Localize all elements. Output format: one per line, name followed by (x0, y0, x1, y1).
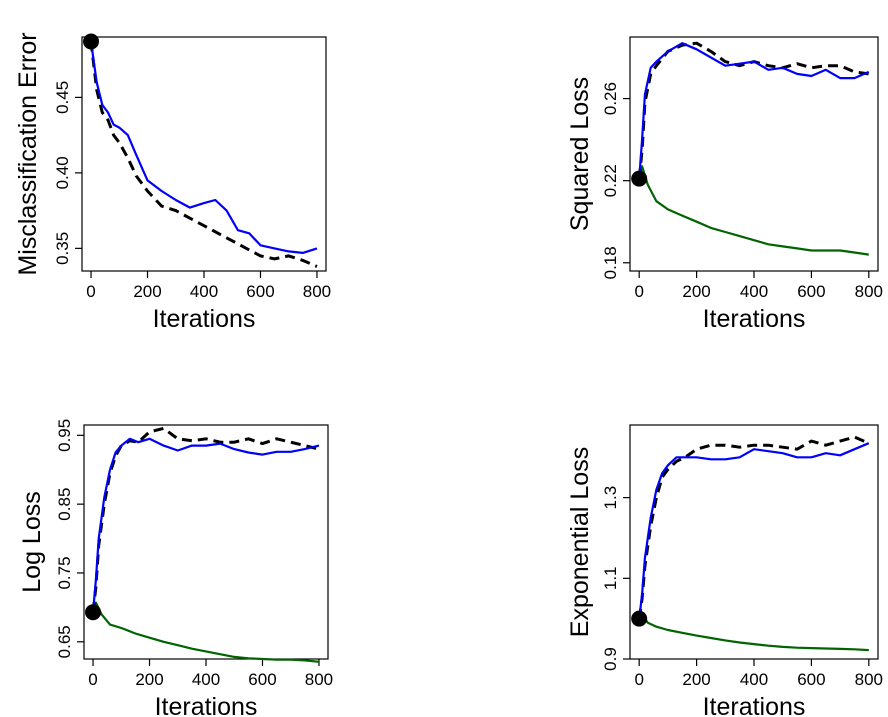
y-tick-label: 1.3 (601, 486, 620, 510)
series-line-dashed (89, 41, 318, 268)
panel-top-right-frame (629, 36, 879, 272)
x-tick-label: 600 (248, 670, 276, 689)
y-tick-label: 0.75 (55, 556, 74, 589)
panel-bottom-left: 0 200 400 600 800 0.65 0.75 0.85 0.95 Iterations L… (18, 419, 333, 717)
series-line (91, 601, 320, 663)
x-tick-label: 800 (855, 670, 883, 689)
y-axis-title: Log Loss (18, 491, 46, 592)
x-tick-label: 600 (246, 282, 274, 301)
y-axis-title: Squared Loss (566, 77, 594, 231)
start-point-marker (83, 33, 100, 50)
x-tick-label: 800 (305, 670, 333, 689)
y-tick-label: 1.1 (601, 566, 620, 590)
y-tick-label: 0.45 (53, 81, 72, 114)
x-axis-title: Iterations (703, 693, 806, 717)
series-line (91, 437, 320, 613)
x-tick-label: 800 (303, 282, 331, 301)
start-point-marker (85, 604, 102, 621)
x-axis-title: Iterations (155, 693, 258, 717)
x-tick-label: 0 (634, 670, 643, 689)
y-tick-label: 0.18 (601, 246, 620, 279)
series-line (638, 442, 870, 619)
x-axis-title: Iterations (703, 305, 806, 333)
x-tick-label: 200 (133, 282, 161, 301)
x-tick-label: 0 (86, 282, 95, 301)
series-line (89, 41, 318, 254)
x-tick-label: 0 (88, 670, 97, 689)
start-point-marker (631, 610, 648, 627)
y-tick-label: 0.95 (55, 419, 74, 452)
y-tick-label: 0.40 (53, 156, 72, 189)
series-line (638, 613, 869, 652)
panel-bottom-right: 0 200 400 600 800 0.9 1.1 1.3 Iterations Exponent… (566, 424, 883, 717)
panel-top-left: 0 200 400 600 800 0.35 0.40 0.45 Iterations Miscl… (14, 32, 331, 333)
y-tick-label: 0.35 (53, 232, 72, 265)
panel-bottom-left-frame (83, 424, 329, 660)
x-tick-label: 600 (797, 282, 825, 301)
x-tick-label: 800 (855, 282, 883, 301)
x-tick-label: 200 (135, 670, 163, 689)
start-point-marker (631, 170, 648, 187)
y-tick-label: 0.65 (55, 625, 74, 658)
x-tick-label: 600 (797, 670, 825, 689)
series-line (638, 42, 870, 179)
x-tick-label: 400 (192, 670, 220, 689)
panel-top-right: 0 200 400 600 800 0.18 0.22 0.26 Iterations Squar… (566, 36, 883, 333)
y-tick-label: 0.26 (601, 82, 620, 115)
y-tick-label: 0.9 (601, 647, 620, 671)
x-tick-label: 400 (740, 670, 768, 689)
x-tick-label: 400 (740, 282, 768, 301)
x-tick-label: 200 (682, 282, 710, 301)
y-tick-label: 0.85 (55, 488, 74, 521)
y-axis-title: Misclassification Error (14, 32, 42, 275)
series-line-dashed (637, 435, 870, 619)
x-axis-title: Iterations (153, 305, 256, 333)
x-tick-label: 200 (682, 670, 710, 689)
series-line-dashed (91, 426, 320, 613)
panel-bottom-right-frame (629, 424, 879, 660)
y-tick-label: 0.22 (601, 164, 620, 197)
x-tick-label: 400 (190, 282, 218, 301)
series-line (638, 165, 869, 256)
y-axis-title: Exponential Loss (566, 447, 594, 637)
panel-top-left-frame (81, 36, 327, 272)
series-line-dashed (637, 41, 870, 179)
x-tick-label: 0 (634, 282, 643, 301)
